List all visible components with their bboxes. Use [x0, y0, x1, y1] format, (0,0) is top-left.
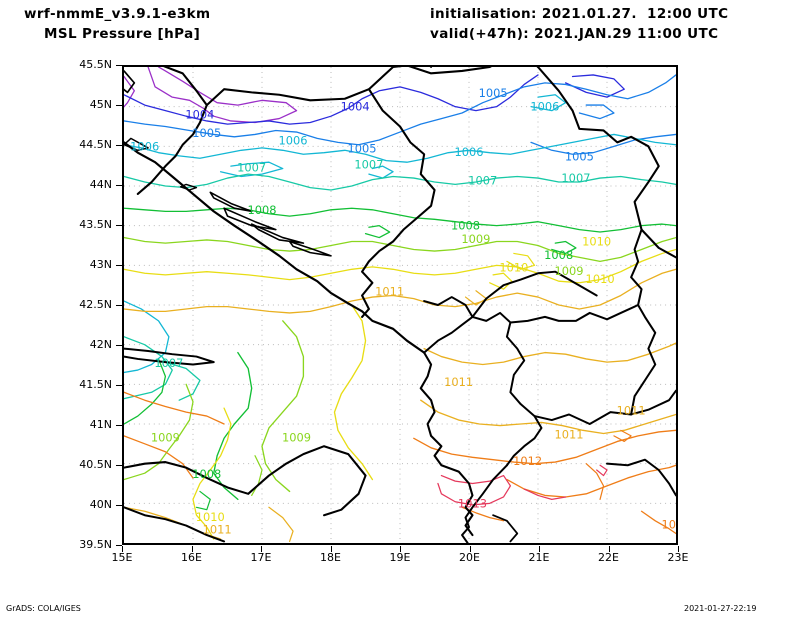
contour-label: 1010: [196, 510, 225, 524]
y-tick: [116, 465, 122, 466]
contour-label: 1011: [444, 375, 473, 389]
contour-label: 1009: [151, 430, 180, 444]
contour-label: 1007: [561, 171, 590, 185]
contour-label: 1011: [375, 284, 404, 298]
x-axis-label: 15E: [111, 551, 133, 564]
contour-canvas: 1004 1004 1005 1005 1005 1005 1006 1006 1006 1006…: [124, 67, 676, 543]
contour-label: 1009: [555, 264, 584, 278]
y-tick: [116, 65, 122, 66]
contour-label: 1011: [555, 427, 584, 441]
y-axis-label: 39.5N: [79, 538, 112, 551]
x-tick: [261, 546, 262, 552]
y-axis-label: 44N: [89, 178, 112, 191]
x-tick: [191, 546, 193, 552]
contour-label: 1010: [586, 272, 615, 286]
y-axis-label: 45N: [89, 98, 112, 111]
y-axis-label: 44.5N: [79, 138, 112, 151]
x-axis-label: 18E: [320, 551, 341, 564]
x-axis-label: 16E: [181, 551, 202, 564]
contour-label: 1011: [203, 522, 232, 536]
x-axis-label: 21E: [528, 551, 550, 564]
x-axis-label: 22E: [598, 551, 619, 564]
y-axis-label: 42.5N: [79, 298, 112, 311]
contour-label: 1013: [458, 496, 487, 510]
contour-label-layer: 1004 1004 1005 1005 1005 1005 1006 1006 1006 1006…: [130, 86, 676, 536]
x-axis-label: 17E: [250, 551, 272, 564]
model-title: wrf-nmmE_v3.9.1-e3km: [24, 6, 211, 22]
footer-timestamp: 2021-01-27-22:19: [684, 604, 757, 613]
contour-label: 1004: [185, 108, 214, 122]
contour-label: 1009: [282, 430, 311, 444]
x-tick: [539, 546, 540, 552]
y-tick: [116, 545, 122, 546]
contour-label: 1007: [237, 161, 266, 175]
y-tick: [116, 385, 122, 386]
x-tick: [608, 546, 610, 552]
x-axis-label: 20E: [459, 551, 480, 564]
y-tick: [116, 185, 122, 186]
y-axis-label: 43.5N: [79, 218, 112, 231]
y-axis-label: 42N: [89, 338, 112, 351]
contour-label: 1005: [565, 150, 594, 164]
contour-label: 1008: [544, 248, 573, 262]
contour-label: 1006: [530, 100, 559, 114]
contour-label: 1011: [617, 403, 646, 417]
contour-label: 1008: [247, 203, 276, 217]
contour-label: 1010: [582, 235, 611, 249]
x-tick: [469, 546, 471, 552]
y-tick: [116, 425, 122, 426]
contour-label: 1012: [513, 454, 542, 468]
y-tick: [116, 505, 122, 506]
contour-plot: 1004 1004 1005 1005 1005 1005 1006 1006 1006 1006…: [122, 65, 678, 545]
y-axis-label: 41N: [89, 418, 112, 431]
y-tick: [116, 345, 122, 346]
x-axis-label: 19E: [389, 551, 411, 564]
contour-label: 1006: [130, 139, 159, 153]
y-axis-label: 45.5N: [79, 58, 112, 71]
contour-label: 1012: [661, 518, 676, 532]
valid-time: valid(+47h): 2021.JAN.29 11:00 UTC: [430, 26, 719, 42]
contour-label: 1009: [461, 232, 490, 246]
x-tick: [122, 546, 123, 552]
contour-label: 1006: [454, 145, 483, 159]
contour-label: 1005: [348, 142, 377, 156]
footer-credit: GrADS: COLA/IGES: [6, 604, 81, 613]
y-axis-label: 43N: [89, 258, 112, 271]
y-tick: [116, 105, 122, 106]
contour-label: 1005: [479, 86, 508, 100]
x-tick: [400, 546, 401, 552]
y-axis-label: 40.5N: [79, 458, 112, 471]
x-tick: [678, 546, 679, 552]
contour-label: 1008: [192, 467, 221, 481]
contour-label: 1010: [499, 261, 528, 275]
y-axis-label: 40N: [89, 498, 112, 511]
initialisation-time: initialisation: 2021.01.27. 12:00 UTC: [430, 6, 729, 22]
contour-label: 1006: [279, 134, 308, 148]
contour-label: 1007: [468, 173, 497, 187]
y-tick: [116, 305, 122, 306]
y-tick: [116, 225, 122, 226]
field-title: MSL Pressure [hPa]: [44, 26, 201, 42]
contour-label: 1005: [192, 126, 221, 140]
contour-label: 1007: [154, 356, 183, 370]
y-axis-label: 41.5N: [79, 378, 112, 391]
contour-label: 1008: [451, 219, 480, 233]
coastline-layer: [124, 67, 676, 543]
x-tick: [330, 546, 332, 552]
contour-label: 1007: [354, 158, 383, 172]
y-tick: [116, 265, 122, 266]
x-axis-label: 23E: [667, 551, 689, 564]
y-tick: [116, 145, 122, 146]
contour-label: 1004: [341, 100, 370, 114]
